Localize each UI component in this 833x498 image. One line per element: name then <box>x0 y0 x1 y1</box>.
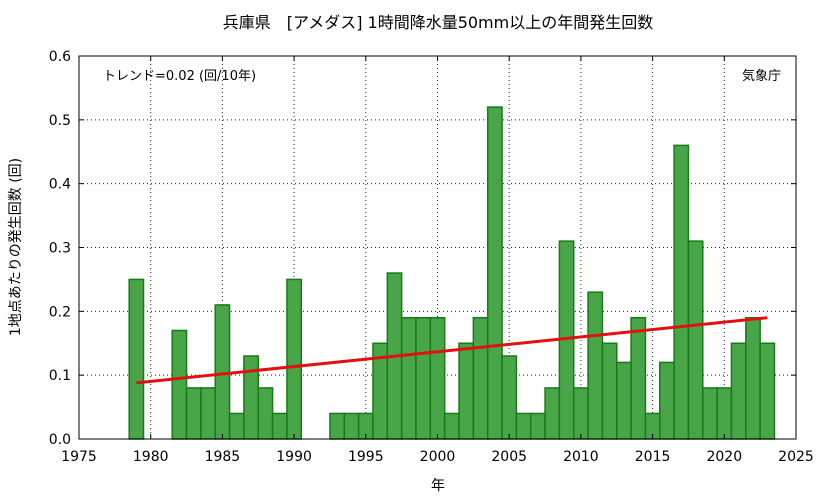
bar <box>458 342 475 440</box>
bar <box>343 412 360 440</box>
y-tick-label: 0.5 <box>49 113 71 129</box>
bar <box>529 412 546 440</box>
trend-line-group <box>136 316 768 385</box>
y-tick-label: 0.6 <box>49 49 71 65</box>
y-tick-label: 0.4 <box>49 177 71 193</box>
bar <box>243 355 260 440</box>
x-tick-label: 2010 <box>563 449 599 465</box>
bar <box>659 361 675 440</box>
y-tick-label: 0.0 <box>49 432 71 448</box>
bar <box>616 361 632 440</box>
bar <box>687 240 704 440</box>
bar <box>572 387 589 440</box>
bar <box>128 278 145 440</box>
bar <box>716 387 733 440</box>
chart-title: 兵庫県 [アメダス] 1時間降水量50mm以上の年間発生回数 <box>223 13 653 32</box>
bar <box>630 316 647 440</box>
bar <box>515 412 532 440</box>
y-axis-label: 1地点あたりの発生回数 (回) <box>8 158 24 336</box>
bar <box>271 412 288 440</box>
x-tick-label: 1975 <box>61 449 97 465</box>
x-tick-label: 1990 <box>276 449 312 465</box>
bar <box>587 291 604 440</box>
bar <box>730 342 747 440</box>
bar <box>400 316 417 440</box>
x-tick-label: 2005 <box>491 449 527 465</box>
bar <box>486 106 503 440</box>
x-tick-label: 2015 <box>635 449 671 465</box>
x-axis: 1975 1980 1985 1990 1995 2000 2005 2010 2015 2020… <box>61 56 814 465</box>
bar <box>329 412 346 440</box>
bar <box>544 387 561 440</box>
bar <box>171 329 188 440</box>
y-tick-label: 0.3 <box>49 241 71 257</box>
bar <box>228 412 245 440</box>
bar <box>673 144 690 440</box>
source-label: 気象庁 <box>742 68 781 84</box>
bar <box>501 355 518 440</box>
bar <box>745 316 761 440</box>
bar <box>200 387 216 440</box>
bar <box>185 387 202 440</box>
x-tick-label: 2000 <box>420 449 456 465</box>
bar <box>415 316 432 440</box>
x-tick-label: 2025 <box>778 449 814 465</box>
trend-line <box>136 316 768 385</box>
bar <box>443 412 460 440</box>
y-axis: 0.0 0.1 0.2 0.3 0.4 0.5 0.6 <box>49 49 796 448</box>
bar <box>257 387 274 440</box>
y-tick-label: 0.2 <box>49 304 71 320</box>
bar <box>759 342 776 440</box>
bar <box>601 342 618 440</box>
bars <box>128 106 776 440</box>
bar <box>286 278 303 440</box>
bar <box>702 387 718 440</box>
x-tick-label: 1985 <box>205 449 241 465</box>
trend-annotation: トレンド=0.02 (回/10年) <box>103 69 256 84</box>
bar <box>472 316 489 440</box>
x-axis-label: 年 <box>431 478 445 494</box>
x-tick-label: 1995 <box>348 449 384 465</box>
bar <box>429 316 446 440</box>
x-tick-label: 1980 <box>133 449 169 465</box>
x-tick-label: 2020 <box>706 449 742 465</box>
y-tick-label: 0.1 <box>49 368 71 384</box>
